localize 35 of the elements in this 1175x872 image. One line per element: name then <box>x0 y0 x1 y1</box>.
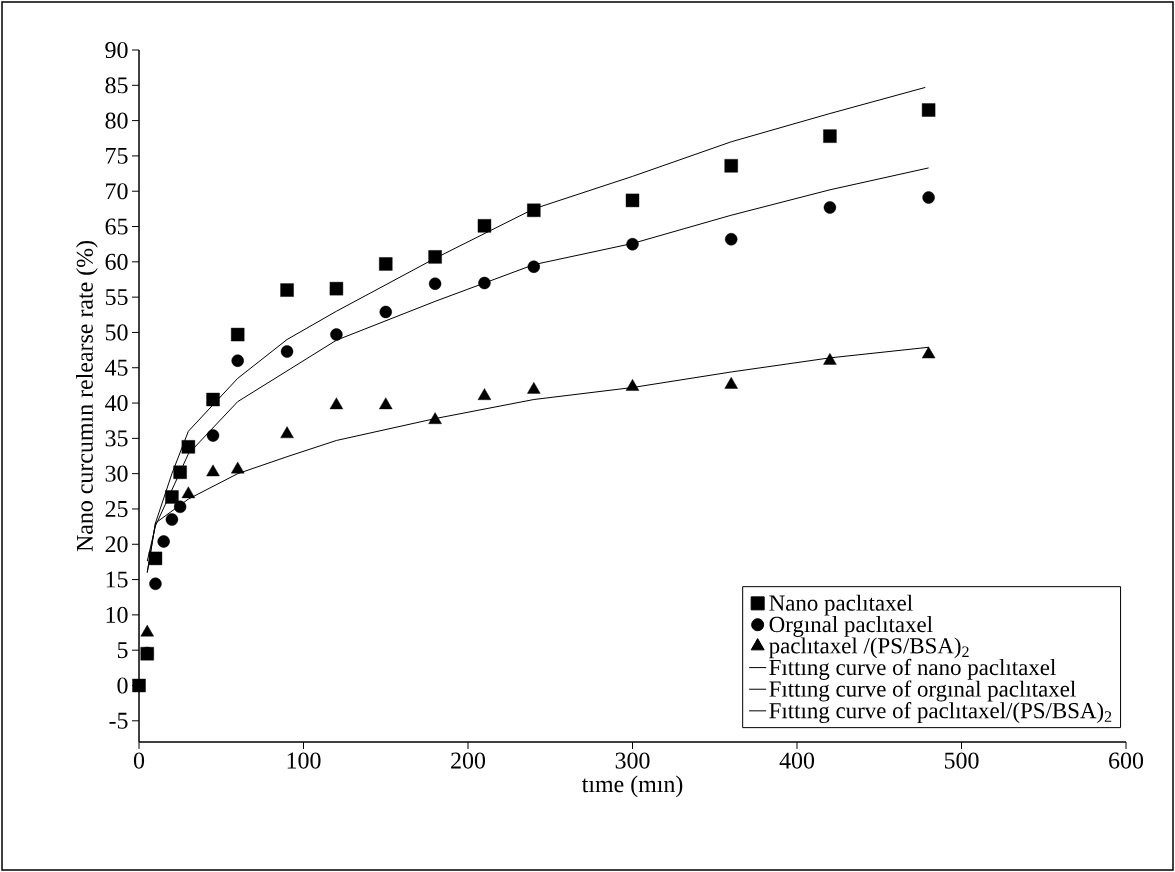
y-tick-label: 10 <box>106 606 128 623</box>
legend-label: paclıtaxel /(PS/BSA)$_{2}$ <box>769 637 969 659</box>
y-tick-label: 20 <box>105 536 128 553</box>
y-tick-label: -5 <box>109 712 128 729</box>
y-tick-label: 25 <box>105 500 128 517</box>
x-tick-label: 100 <box>287 752 321 769</box>
y-tick-label: 40 <box>105 394 128 412</box>
y-tick-label: 45 <box>105 359 128 376</box>
legend-label: Orgınal paclıtaxel <box>769 616 933 637</box>
y-tick-label: 35 <box>105 430 128 447</box>
x-tick-label: 300 <box>615 752 650 769</box>
y-tick-label: 85 <box>105 77 128 94</box>
legend-label: Fıttıng curve of paclıtaxel/(PS/BSA)$_{2}$ <box>769 702 1112 724</box>
y-tick-label: 80 <box>105 112 128 129</box>
x-axis-title: tıme (mın) <box>581 775 683 798</box>
x-tick-label: 0 <box>133 752 145 769</box>
y-tick-label: 65 <box>105 218 128 235</box>
y-tick-label: 0 <box>117 677 128 694</box>
y-tick-label: 70 <box>106 183 128 200</box>
x-tick-label: 500 <box>944 752 979 769</box>
y-tick-label: 60 <box>105 253 128 270</box>
y-axis-title: Nano curcumın relearse rate (%) <box>76 241 98 552</box>
y-tick-label: 55 <box>105 289 128 306</box>
y-tick-label: 30 <box>105 465 128 482</box>
x-tick-label: 600 <box>1109 752 1144 769</box>
x-tick-label: 200 <box>451 752 486 769</box>
legend-label: Fıttıng curve of nano paclıtaxel <box>769 658 1056 680</box>
y-tick-label: 90 <box>105 41 128 59</box>
y-tick-label: 5 <box>117 642 128 659</box>
x-tick-label: 400 <box>779 752 815 769</box>
legend-label: Fıttıng curve of orgınal paclıtaxel <box>769 680 1076 702</box>
y-tick-label: 75 <box>106 147 128 164</box>
y-tick-label: 50 <box>105 324 128 341</box>
legend-label: Nano paclıtaxel <box>769 594 913 616</box>
y-tick-label: 15 <box>106 571 128 588</box>
